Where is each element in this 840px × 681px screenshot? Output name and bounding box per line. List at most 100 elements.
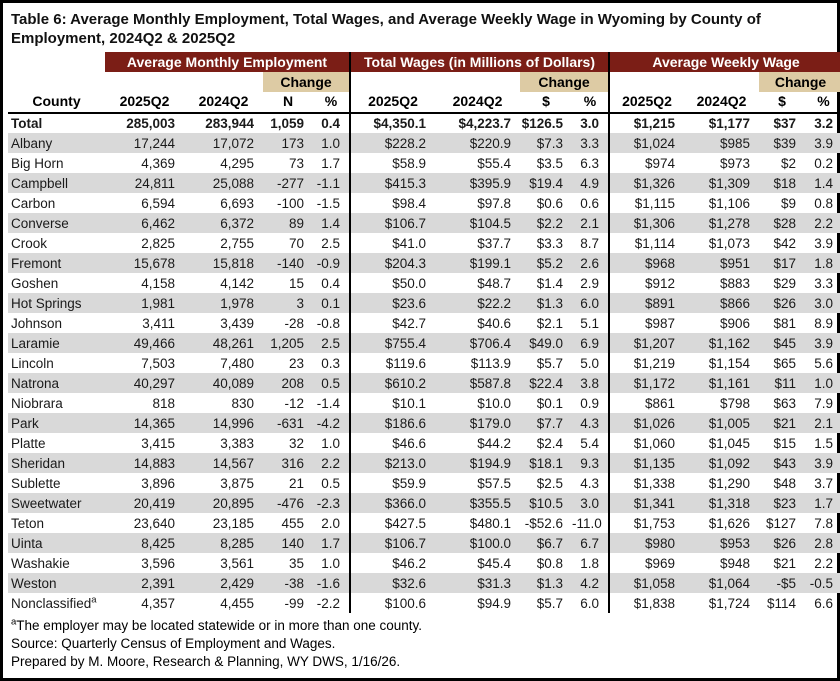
table-row: Albany 17,244 17,072 173 1.0 $228.2 $220.9 $7.3… [8,133,840,154]
value-cell: 6.3 [580,155,600,171]
county-cell: Sweetwater [8,493,105,514]
change-spacer [608,72,760,93]
value-cell: 4,357 [141,595,175,611]
value-cell: $6.7 [520,533,572,554]
value-cell: 1,978 [184,293,263,314]
value-cell: $1,058 [608,573,685,594]
value-cell: $186.6 [349,413,435,434]
col-emp-change-n: N [263,92,313,114]
footnote-prepared-by: Prepared by M. Moore, Research & Plannin… [11,654,401,669]
value-cell: 0.2 [814,155,834,171]
value-cell: $100.0 [435,533,520,554]
value-cell: $427.5 [349,513,435,534]
value-cell: $48 [773,475,797,491]
value-cell: $798 [719,395,751,411]
value-cell: 7.8 [814,515,834,531]
value-cell: 3.3 [572,133,610,154]
value-cell: $57.5 [477,475,511,491]
value-cell: 6.6 [814,595,834,611]
value-cell: 0.8 [814,195,834,211]
value-cell: $46.6 [349,433,435,454]
table-row: Platte 3,415 3,383 32 1.0 $46.6 $44.2 $2.4 5.4 $1… [8,433,840,454]
change-spacer [105,72,263,92]
value-cell: $1,326 [608,173,685,194]
county-cell: Albany [8,133,105,154]
county-cell: Laramie [8,333,105,354]
value-cell: $1,092 [684,453,760,474]
value-cell: $355.5 [435,493,520,514]
value-cell: 2.1 [572,213,610,234]
value-cell: 9.3 [572,453,610,474]
value-cell: $948 [719,555,751,571]
value-cell: -28 [284,315,304,331]
value-cell: $45.4 [477,555,511,571]
value-cell: $1,338 [608,473,685,494]
county-cell: Lincoln [11,355,54,371]
value-cell: $1.3 [520,293,572,314]
value-cell: $10.0 [477,395,511,411]
table-row: Sweetwater 20,419 20,895 -476 -2.3 $366.0 $355… [8,493,840,514]
county-cell: Washakie [11,555,70,571]
section-header-spacer [8,52,105,72]
value-cell: -11.0 [572,515,602,531]
value-cell: 23 [288,355,304,371]
change-label-employment: Change [263,72,350,93]
value-cell: 17,244 [105,133,184,154]
value-cell: $4,223.7 [458,115,511,131]
value-cell: 2,429 [184,573,263,594]
col-wages-change-pct: % [572,92,610,114]
value-cell: $28 [759,213,806,234]
value-cell: 1.0 [805,373,840,394]
value-cell: 3,439 [220,315,254,331]
value-cell: $1,162 [684,333,760,354]
value-cell: 1.4 [313,213,350,234]
value-cell: 23,640 [133,515,175,531]
value-cell: 6.0 [572,293,610,314]
table-row: Campbell 24,811 25,088 -277 -1.1 $415.3 $395.9… [8,173,840,194]
value-cell: $1,064 [684,573,760,594]
col-emp-change-pct: % [313,92,350,114]
value-cell: $1,024 [608,133,685,154]
page-title-line2: Employment, 2024Q2 & 2025Q2 [11,30,236,48]
value-cell: $1,626 [708,515,751,531]
value-cell: -1.5 [316,195,340,211]
value-cell: -0.9 [313,253,350,274]
value-cell: $21 [759,413,806,434]
value-cell: $1,060 [608,433,685,454]
value-cell: $204.3 [349,253,435,274]
change-subheader-row: Change Change Change [8,72,840,93]
value-cell: $22.4 [520,373,572,394]
table-row: Park 14,365 14,996 -631 -4.2 $186.6 $179.0 $7.7… [8,413,840,434]
value-cell: 285,003 [126,115,175,131]
value-cell: $1,005 [684,413,760,434]
value-cell: 6,372 [184,213,263,234]
county-cell: Goshen [11,275,59,291]
table-row: Laramie 49,466 48,261 1,205 2.5 $755.4 $706.4 $… [8,333,840,354]
col-emp-2025q2: 2025Q2 [105,92,184,114]
table-row: Converse 6,462 6,372 89 1.4 $106.7 $104.5 $2.2 2… [8,213,840,234]
table-body: Total 285,003 283,944 1,059 0.4 $4,350.1 $4,22… [8,112,840,614]
value-cell: 1.0 [321,555,340,571]
value-cell: 15,678 [105,253,184,274]
value-cell: $866 [684,293,760,314]
value-cell: -140 [263,253,313,274]
value-cell: 7,503 [141,355,175,371]
value-cell: $26 [759,533,806,554]
value-cell: $2.1 [536,315,563,331]
value-cell: $861 [608,393,685,414]
value-cell: 5.6 [814,355,834,371]
value-cell: $220.9 [435,133,520,154]
value-cell: $11 [759,373,806,394]
value-cell: 48,261 [184,333,263,354]
table-row: Hot Springs 1,981 1,978 3 0.1 $23.6 $22.2 $1.3 6… [8,293,840,314]
value-cell: $3.5 [536,155,563,171]
value-cell: 40,297 [105,373,184,394]
value-cell: 0.4 [321,115,340,131]
value-cell: $1.4 [536,275,563,291]
value-cell: $58.9 [349,153,435,174]
county-superscript: a [91,594,97,606]
value-cell: 2.6 [572,253,610,274]
value-cell: -99 [284,595,304,611]
table-row: Carbon 6,594 6,693 -100 -1.5 $98.4 $97.8 $0.6 0.… [8,193,840,214]
value-cell: $0.1 [536,395,563,411]
